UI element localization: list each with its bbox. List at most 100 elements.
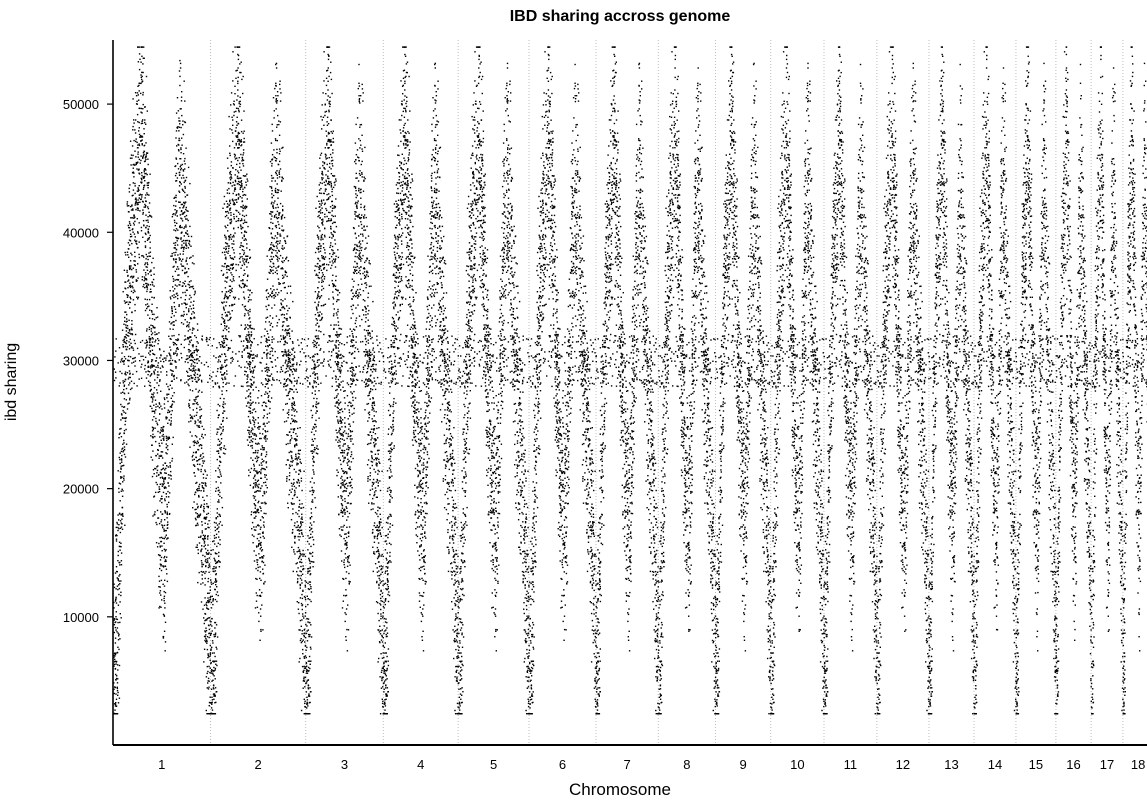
data-point	[275, 359, 276, 360]
data-point	[168, 394, 169, 395]
data-point	[271, 237, 272, 238]
data-point	[129, 330, 130, 331]
data-point	[244, 252, 245, 253]
data-point	[319, 260, 320, 261]
data-point	[252, 447, 253, 448]
data-point	[239, 276, 240, 277]
data-point	[302, 522, 303, 523]
data-point	[302, 641, 303, 642]
data-point	[121, 564, 122, 565]
data-point	[249, 430, 250, 431]
data-point	[268, 227, 269, 228]
data-point	[186, 355, 187, 356]
data-point	[181, 100, 182, 101]
data-point	[298, 456, 299, 457]
data-point	[246, 340, 247, 341]
data-point	[207, 523, 208, 524]
data-point	[244, 315, 245, 316]
data-point	[242, 191, 243, 192]
data-point	[187, 321, 188, 322]
data-point	[161, 451, 162, 452]
data-point	[216, 594, 217, 595]
data-point	[205, 604, 206, 605]
data-point	[182, 124, 183, 125]
data-point	[158, 517, 159, 518]
data-point	[292, 374, 293, 375]
data-point	[221, 447, 222, 448]
data-point	[300, 526, 301, 527]
data-point	[291, 409, 292, 410]
data-point	[344, 408, 345, 409]
data-point	[352, 313, 353, 314]
data-point	[382, 566, 383, 567]
data-point	[133, 276, 134, 277]
data-point	[129, 285, 130, 286]
data-point	[260, 545, 261, 546]
data-point	[173, 281, 174, 282]
data-point	[281, 367, 282, 368]
data-point	[317, 275, 318, 276]
data-point	[194, 440, 195, 441]
data-point	[321, 277, 322, 278]
data-point	[164, 500, 165, 501]
data-point	[264, 526, 265, 527]
data-point	[149, 299, 150, 300]
data-point	[147, 110, 148, 111]
data-point	[201, 380, 202, 381]
data-point	[116, 618, 117, 619]
data-point	[296, 364, 297, 365]
data-point	[144, 173, 145, 174]
data-point	[147, 159, 148, 160]
data-point	[162, 468, 163, 469]
data-point	[282, 268, 283, 269]
data-point	[166, 436, 167, 437]
data-point	[129, 265, 130, 266]
data-point	[167, 412, 168, 413]
data-point	[213, 540, 214, 541]
data-point	[264, 513, 265, 514]
data-point	[264, 368, 265, 369]
data-point	[286, 272, 287, 273]
data-point	[211, 703, 212, 704]
data-point	[216, 347, 217, 348]
data-point	[298, 377, 299, 378]
data-point	[240, 154, 241, 155]
data-point	[126, 340, 127, 341]
data-point	[260, 537, 261, 538]
data-point	[162, 431, 163, 432]
data-point	[270, 256, 271, 257]
data-point	[245, 206, 246, 207]
data-point	[299, 551, 300, 552]
data-point	[141, 364, 142, 365]
data-point	[190, 297, 191, 298]
data-point	[272, 367, 273, 368]
data-point	[151, 331, 152, 332]
data-point	[125, 379, 126, 380]
data-point	[128, 242, 129, 243]
data-point	[159, 592, 160, 593]
data-point	[263, 460, 264, 461]
data-point	[185, 244, 186, 245]
data-point	[176, 223, 177, 224]
data-point	[146, 308, 147, 309]
data-point	[267, 369, 268, 370]
data-point	[221, 317, 222, 318]
data-point	[218, 536, 219, 537]
data-point	[272, 273, 273, 274]
data-point	[143, 189, 144, 190]
data-point	[187, 230, 188, 231]
data-point	[162, 359, 163, 360]
data-point	[227, 298, 228, 299]
data-point	[114, 693, 115, 694]
data-point	[228, 188, 229, 189]
data-point	[287, 417, 288, 418]
data-point	[254, 367, 255, 368]
data-point	[282, 210, 283, 211]
data-point	[224, 411, 225, 412]
data-point	[212, 699, 213, 700]
data-point	[174, 288, 175, 289]
data-point	[280, 255, 281, 256]
data-point	[169, 492, 170, 493]
data-point	[293, 549, 294, 550]
data-point	[225, 384, 226, 385]
